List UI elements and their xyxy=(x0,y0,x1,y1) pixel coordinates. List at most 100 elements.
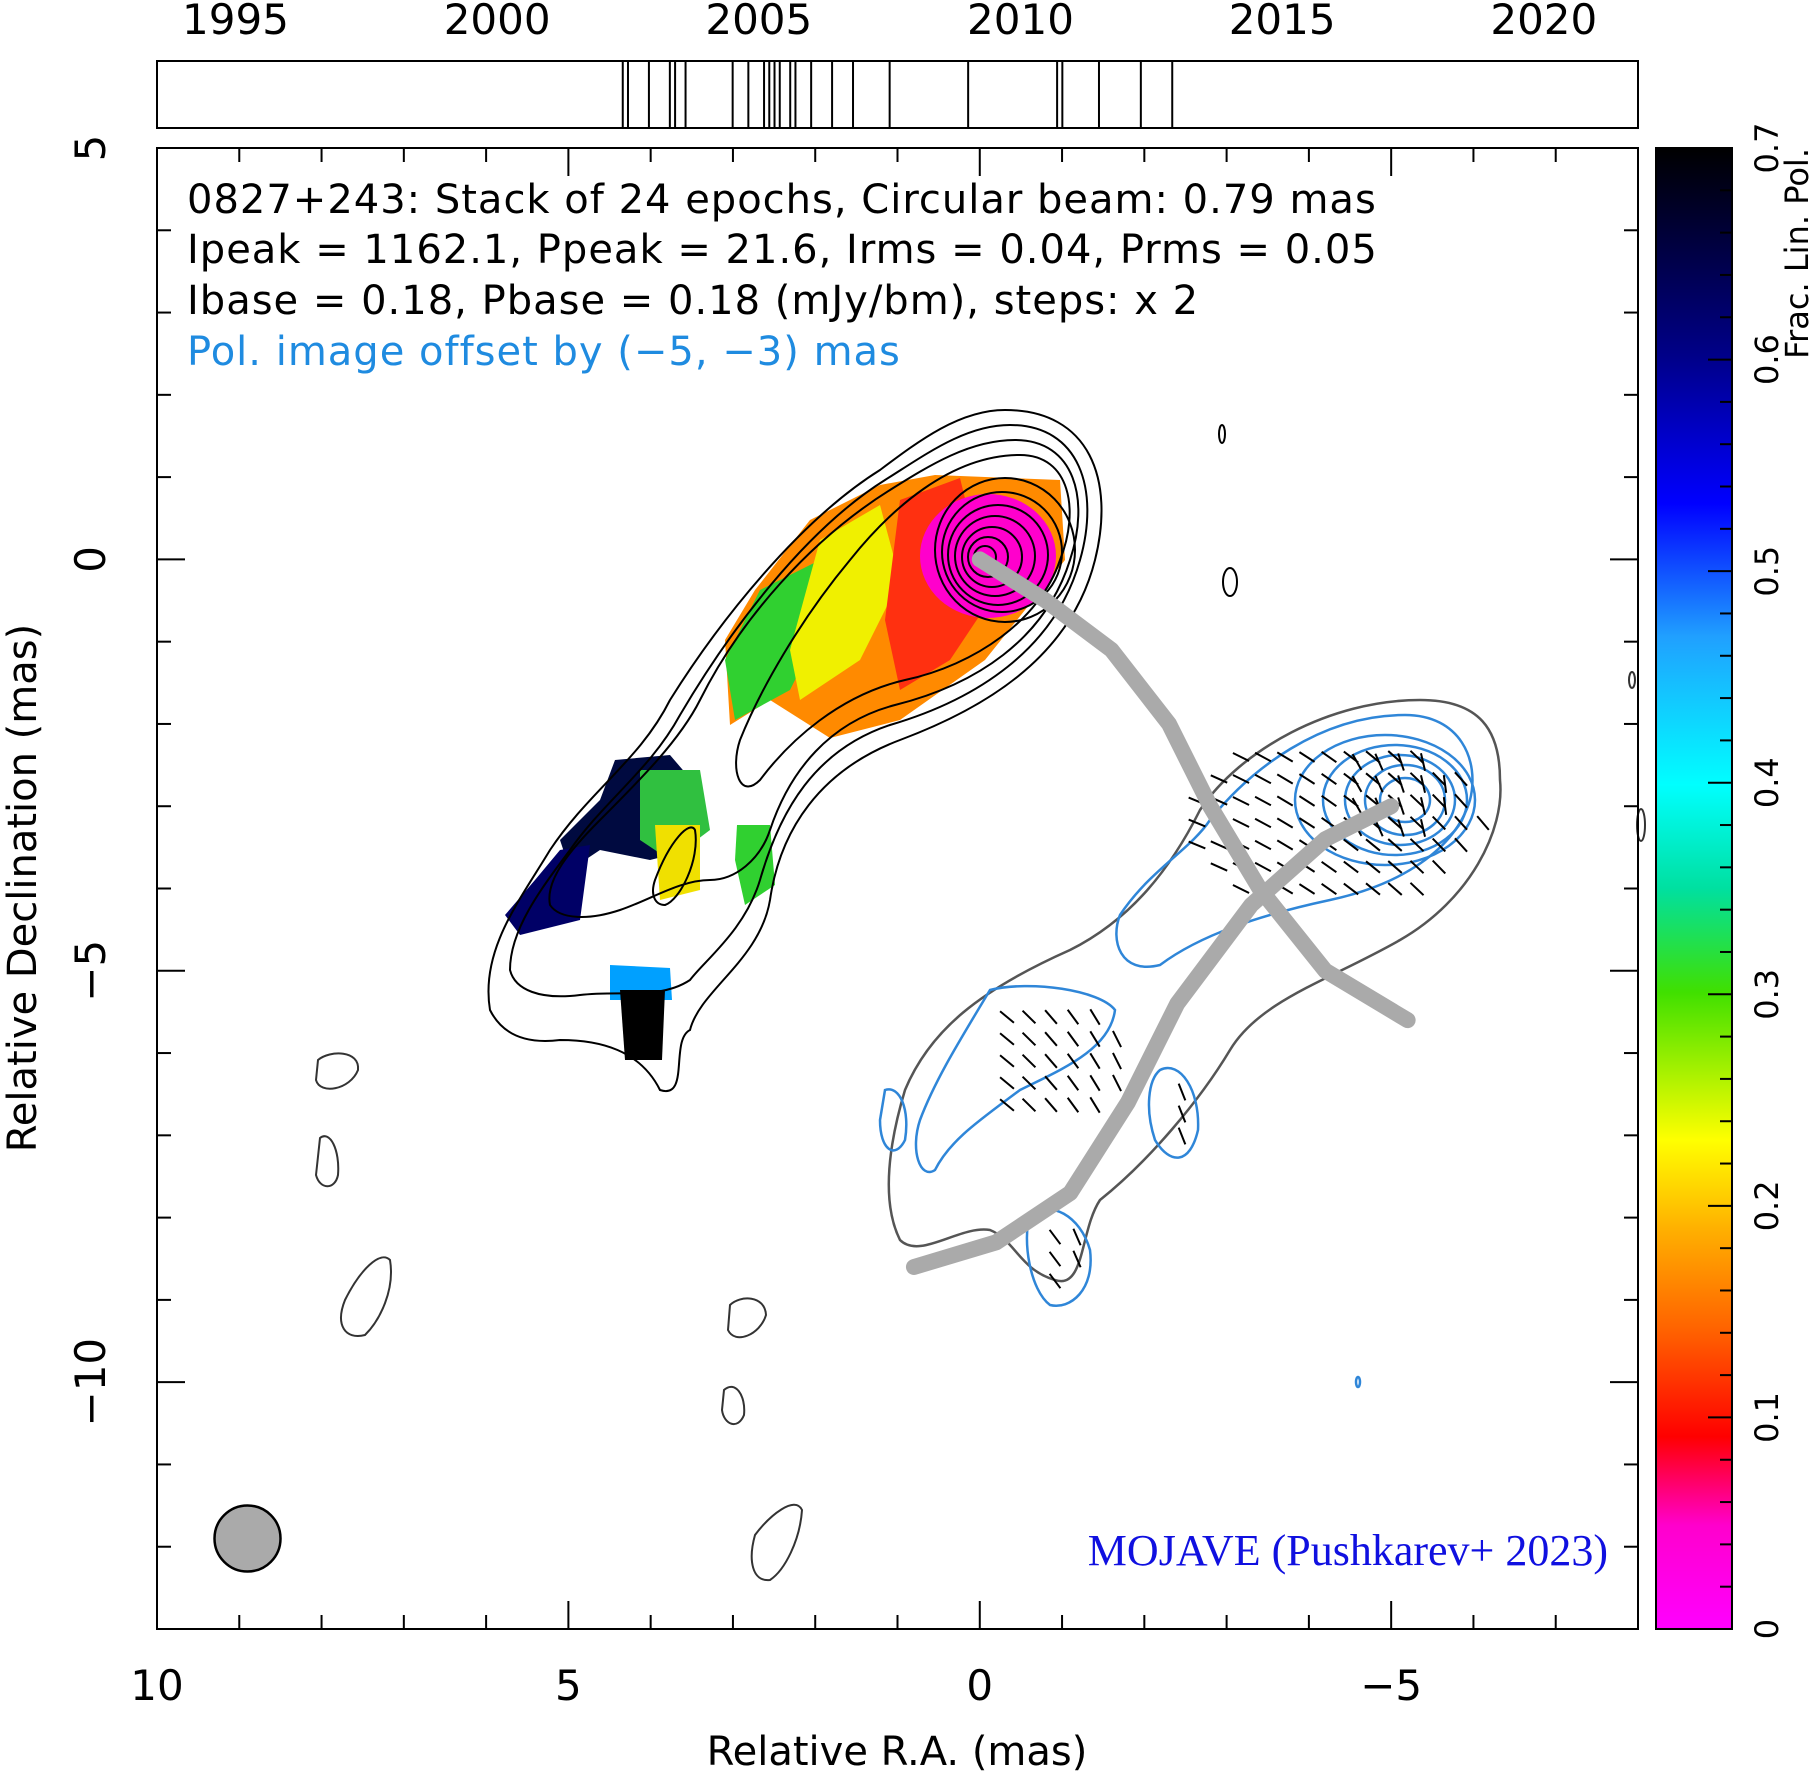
evpa-tick xyxy=(1409,772,1425,786)
stokes-i-contour-knot xyxy=(652,826,697,907)
evpa-tick xyxy=(1431,793,1447,809)
colorbar-tick-label: 0.2 xyxy=(1748,1180,1786,1231)
evpa-tick xyxy=(1044,1075,1058,1091)
evpa-tick xyxy=(1420,753,1426,771)
evpa-tick xyxy=(1321,795,1337,807)
evpa-tick xyxy=(1298,795,1316,807)
evpa-tick xyxy=(1021,1031,1037,1047)
evpa-tick xyxy=(1021,1075,1037,1091)
header-text: 0827+243: Stack of 24 epochs, Circular b… xyxy=(187,177,1377,375)
map-panel: 10 5 0 −5 5 0 −5 −10 0827+243: Stack of 24 epo… xyxy=(0,135,1646,1775)
evpa-tick xyxy=(1177,1127,1187,1145)
credit-text: MOJAVE (Pushkarev+ 2023) xyxy=(1088,1526,1608,1575)
evpa-tick xyxy=(1089,1030,1101,1048)
evpa-tick xyxy=(1476,815,1490,831)
evpa-tick xyxy=(1232,752,1250,762)
evpa-tick xyxy=(1254,861,1272,873)
frac-pol-region-yellow xyxy=(790,505,900,700)
evpa-tick xyxy=(1387,882,1403,896)
evpa-tick xyxy=(1321,861,1337,873)
noise-contour-a xyxy=(314,1052,360,1090)
evpa-tick xyxy=(1387,750,1403,764)
evpa-tick xyxy=(1210,840,1228,850)
evpa-tick xyxy=(1232,796,1250,806)
colorbar-tick-label: 0.1 xyxy=(1748,1392,1786,1443)
evpa-tick xyxy=(1454,815,1468,831)
evpa-tick xyxy=(1021,1097,1037,1113)
frac-pol-region-edge-d xyxy=(505,845,590,935)
timeline-tick-label: 2010 xyxy=(967,0,1074,44)
colorbar-tick-label: 0.7 xyxy=(1748,123,1786,174)
evpa-tick xyxy=(1431,837,1447,853)
noise-contour-b xyxy=(314,1135,340,1188)
evpa-tick xyxy=(1276,795,1294,807)
evpa-tick xyxy=(1276,773,1294,785)
evpa-tick xyxy=(1298,883,1316,895)
y-axis-title: Relative Declination (mas) xyxy=(0,624,46,1152)
evpa-tick xyxy=(1232,884,1250,894)
evpa-tick xyxy=(1397,753,1405,771)
x-tick-label: 0 xyxy=(966,1661,993,1710)
stokes-i-contour-7 xyxy=(947,504,1049,606)
beam-ellipse xyxy=(213,1504,282,1573)
timeline-tick-label: 1995 xyxy=(182,0,289,44)
stokes-i-contour-4 xyxy=(735,453,1071,788)
evpa-tick xyxy=(1343,860,1359,874)
evpa-tick xyxy=(1298,773,1316,785)
evpa-tick xyxy=(1454,793,1468,809)
noise-contour-c xyxy=(340,1256,392,1337)
evpa-tick xyxy=(1112,1052,1122,1070)
pol-contour-lobe-b xyxy=(878,1088,908,1152)
evpa-tick xyxy=(1232,818,1250,828)
evpa-tick xyxy=(1089,1052,1101,1070)
evpa-tick xyxy=(1321,751,1337,763)
noise-contour-f xyxy=(750,1503,804,1582)
evpa-tick xyxy=(1420,775,1426,793)
evpa-tick xyxy=(1397,775,1405,793)
colorbar-tick-label: 0.6 xyxy=(1748,334,1786,385)
pol-contour-2 xyxy=(1293,733,1477,867)
timeline-tick-label: 2000 xyxy=(444,0,551,44)
noise-contour-d xyxy=(726,1297,768,1339)
evpa-tick xyxy=(1044,1009,1058,1025)
evpa-tick xyxy=(1298,751,1316,763)
evpa-tick xyxy=(1298,817,1316,829)
stokes-i-contour-9 xyxy=(961,526,1023,588)
evpa-tick xyxy=(1177,1083,1187,1101)
timeline-tick-label: 2015 xyxy=(1229,0,1336,44)
evpa-tick xyxy=(1066,1009,1080,1025)
evpa-tick xyxy=(1072,1250,1082,1268)
evpa-tick xyxy=(1188,818,1206,828)
stokes-i-contour-5 xyxy=(934,477,1076,623)
y-tick-label: 0 xyxy=(66,546,115,573)
evpa-tick xyxy=(1321,773,1337,785)
x-tick-label: −5 xyxy=(1360,1661,1422,1710)
stokes-i-contour-10 xyxy=(967,536,1009,578)
timeline-frame xyxy=(156,60,1639,129)
stokes-i-contours xyxy=(487,408,1238,1093)
evpa-tick xyxy=(1365,860,1381,874)
frac-pol-region-edge-g xyxy=(620,990,665,1060)
evpa-tick xyxy=(1066,1097,1080,1113)
x-tick-label: 10 xyxy=(130,1661,183,1710)
evpa-tick xyxy=(1431,859,1447,875)
evpa-tick xyxy=(1442,774,1448,794)
evpa-tick xyxy=(999,1054,1015,1068)
evpa-tick xyxy=(1254,817,1272,829)
header-line-3: Ibase = 0.18, Pbase = 0.18 (mJy/bm), ste… xyxy=(187,278,1199,324)
evpa-tick xyxy=(1387,816,1403,830)
pol-contour-1 xyxy=(1115,713,1474,968)
stokes-i-contour-isolated-b xyxy=(1222,567,1238,597)
colorbar-tick-label: 0.4 xyxy=(1748,757,1786,808)
evpa-tick xyxy=(1397,819,1405,837)
evpa-tick xyxy=(1409,816,1425,830)
evpa-tick xyxy=(1374,753,1384,771)
evpa-tick xyxy=(999,1010,1015,1024)
evpa-tick xyxy=(1397,797,1405,815)
evpa-tick xyxy=(1343,882,1359,896)
evpa-tick xyxy=(1089,1096,1101,1114)
evpa-tick xyxy=(1351,797,1363,815)
evpa-tick xyxy=(1066,1053,1080,1069)
timeline-tick-label: 2020 xyxy=(1490,0,1597,44)
